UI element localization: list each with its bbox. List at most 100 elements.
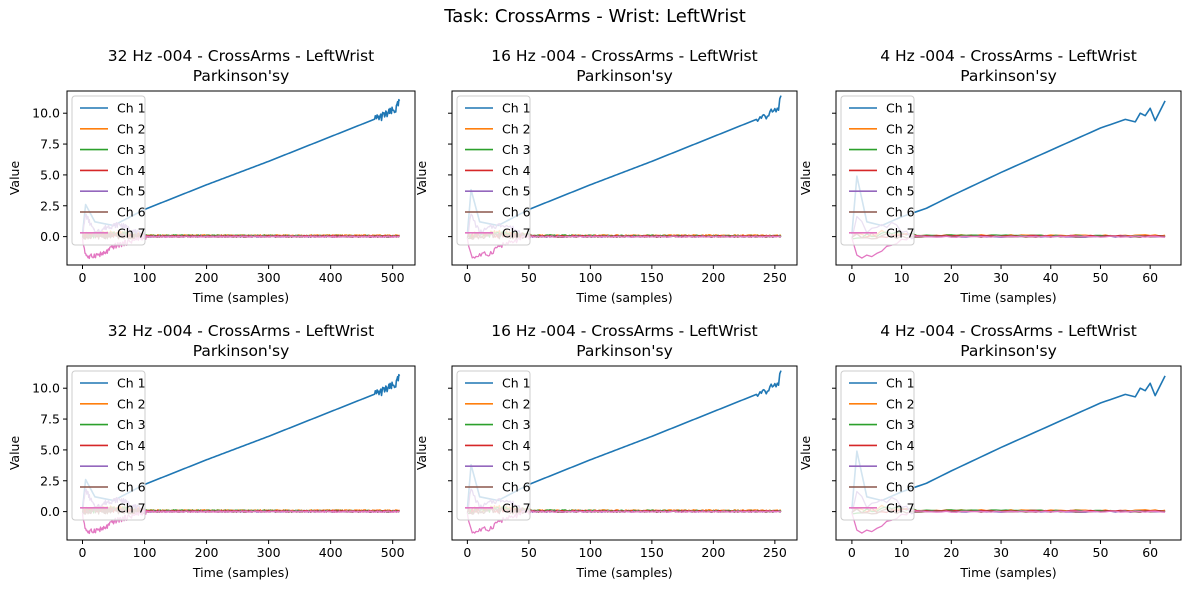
subplot-title: 4 Hz -004 - CrossArms - LeftWrist xyxy=(880,47,1137,65)
legend-entry-label: Ch 5 xyxy=(502,459,531,474)
legend: Ch 1 Ch 2 Ch 3 Ch 4 Ch 5 Ch 6 Ch 7 xyxy=(71,370,146,521)
y-tick-label: 10.0 xyxy=(32,381,60,396)
x-tick-label: 200 xyxy=(701,270,725,285)
x-tick-label: 50 xyxy=(521,545,537,560)
x-axis-label: Time (samples) xyxy=(959,565,1056,580)
legend-box xyxy=(840,370,915,521)
legend-entry-label: Ch 7 xyxy=(117,225,146,240)
legend-entry-label: Ch 7 xyxy=(117,500,146,515)
x-tick-label: 500 xyxy=(381,545,405,560)
axes-frame xyxy=(66,365,416,541)
subplot-2: 16 Hz -004 - CrossArms - LeftWrist Parkin… xyxy=(414,47,798,305)
axes-frame xyxy=(451,365,798,541)
x-tick-label: 60 xyxy=(1142,270,1158,285)
legend-box xyxy=(71,95,146,246)
x-tick-label: 0 xyxy=(848,545,856,560)
x-tick-label: 40 xyxy=(1043,270,1059,285)
legend-entry-label: Ch 7 xyxy=(886,225,915,240)
x-tick-label: 100 xyxy=(578,545,602,560)
x-tick-label: 50 xyxy=(1093,545,1109,560)
y-tick-label: 2.5 xyxy=(40,198,60,213)
legend-entry-label: Ch 6 xyxy=(886,205,915,220)
y-axis-label: Value xyxy=(414,161,429,196)
x-axis-label: Time (samples) xyxy=(575,565,672,580)
subplot-6: 4 Hz -004 - CrossArms - LeftWrist Parkins… xyxy=(798,322,1182,580)
x-tick-label: 150 xyxy=(640,545,664,560)
legend-entry-label: Ch 3 xyxy=(502,417,531,432)
x-tick-label: 100 xyxy=(578,270,602,285)
subplot-4: 32 Hz -004 - CrossArms - LeftWrist Parkin… xyxy=(7,322,416,580)
subplot-title: 32 Hz -004 - CrossArms - LeftWrist xyxy=(108,322,374,340)
axes-frame xyxy=(451,90,798,266)
legend-entry-label: Ch 4 xyxy=(502,163,531,178)
x-tick-label: 200 xyxy=(195,270,219,285)
x-tick-label: 500 xyxy=(381,270,405,285)
subplot-subtitle: Parkinson'sy xyxy=(960,342,1057,360)
x-tick-label: 0 xyxy=(79,545,87,560)
legend-entry-label: Ch 7 xyxy=(886,500,915,515)
x-tick-label: 100 xyxy=(133,545,157,560)
legend-entry-label: Ch 5 xyxy=(502,184,531,199)
legend-entry-label: Ch 7 xyxy=(502,225,531,240)
subplot-subtitle: Parkinson'sy xyxy=(960,67,1057,85)
legend-entry-label: Ch 3 xyxy=(886,417,915,432)
legend-entry-label: Ch 3 xyxy=(117,142,146,157)
x-tick-label: 10 xyxy=(894,545,910,560)
x-tick-label: 400 xyxy=(319,545,343,560)
legend-entry-label: Ch 4 xyxy=(117,438,146,453)
legend-entry-label: Ch 3 xyxy=(886,142,915,157)
y-axis-label: Value xyxy=(798,161,813,196)
axes-frame xyxy=(835,365,1182,541)
x-tick-label: 0 xyxy=(848,270,856,285)
y-axis-label: Value xyxy=(7,436,22,471)
subplot-1: 32 Hz -004 - CrossArms - LeftWrist Parkin… xyxy=(7,47,416,305)
y-tick-label: 0.0 xyxy=(40,504,60,519)
y-axis-label: Value xyxy=(798,436,813,471)
legend-entry-label: Ch 1 xyxy=(502,101,531,116)
legend-box xyxy=(456,370,531,521)
legend-entry-label: Ch 2 xyxy=(502,121,531,136)
y-tick-label: 5.0 xyxy=(40,167,60,182)
legend-entry-label: Ch 1 xyxy=(886,376,915,391)
legend-entry-label: Ch 7 xyxy=(502,500,531,515)
x-axis-label: Time (samples) xyxy=(959,290,1056,305)
y-tick-label: 7.5 xyxy=(40,137,60,152)
x-tick-label: 30 xyxy=(993,270,1009,285)
subplot-subtitle: Parkinson'sy xyxy=(576,342,673,360)
legend-entry-label: Ch 6 xyxy=(502,480,531,495)
axes-frame xyxy=(66,90,416,266)
legend-entry-label: Ch 6 xyxy=(502,205,531,220)
legend-entry-label: Ch 6 xyxy=(886,480,915,495)
y-tick-label: 0.0 xyxy=(40,229,60,244)
legend-entry-label: Ch 1 xyxy=(117,101,146,116)
legend-entry-label: Ch 4 xyxy=(886,163,915,178)
y-axis-label: Value xyxy=(414,436,429,471)
y-tick-label: 10.0 xyxy=(32,106,60,121)
x-tick-label: 300 xyxy=(257,545,281,560)
x-tick-label: 20 xyxy=(943,545,959,560)
legend: Ch 1 Ch 2 Ch 3 Ch 4 Ch 5 Ch 6 Ch 7 xyxy=(456,95,531,246)
x-tick-label: 50 xyxy=(521,270,537,285)
x-axis-label: Time (samples) xyxy=(192,565,289,580)
x-tick-label: 250 xyxy=(763,270,787,285)
figure-suptitle: Task: CrossArms - Wrist: LeftWrist xyxy=(444,6,746,27)
legend-entry-label: Ch 6 xyxy=(117,205,146,220)
legend-box xyxy=(840,95,915,246)
legend-box xyxy=(456,95,531,246)
legend-entry-label: Ch 5 xyxy=(886,459,915,474)
legend-entry-label: Ch 1 xyxy=(117,376,146,391)
legend: Ch 1 Ch 2 Ch 3 Ch 4 Ch 5 Ch 6 Ch 7 xyxy=(840,95,915,246)
subplot-5: 16 Hz -004 - CrossArms - LeftWrist Parkin… xyxy=(414,322,798,580)
legend-entry-label: Ch 3 xyxy=(117,417,146,432)
y-axis-label: Value xyxy=(7,161,22,196)
subplot-subtitle: Parkinson'sy xyxy=(576,67,673,85)
y-tick-label: 7.5 xyxy=(40,412,60,427)
x-tick-label: 30 xyxy=(993,545,1009,560)
subplot-subtitle: Parkinson'sy xyxy=(193,342,290,360)
x-axis-label: Time (samples) xyxy=(575,290,672,305)
legend-entry-label: Ch 2 xyxy=(117,121,146,136)
x-tick-label: 100 xyxy=(133,270,157,285)
x-tick-label: 150 xyxy=(640,270,664,285)
legend-entry-label: Ch 2 xyxy=(502,396,531,411)
